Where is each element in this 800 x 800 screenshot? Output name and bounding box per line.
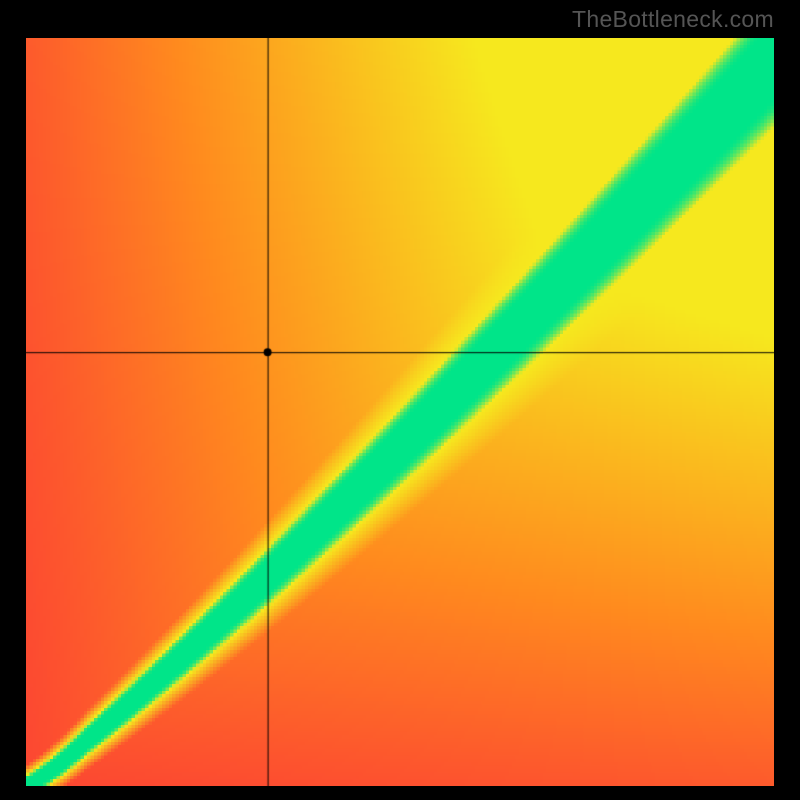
chart-container: TheBottleneck.com [0,0,800,800]
watermark-text: TheBottleneck.com [572,6,774,33]
crosshair-overlay [26,38,774,786]
heatmap-plot [26,38,774,786]
